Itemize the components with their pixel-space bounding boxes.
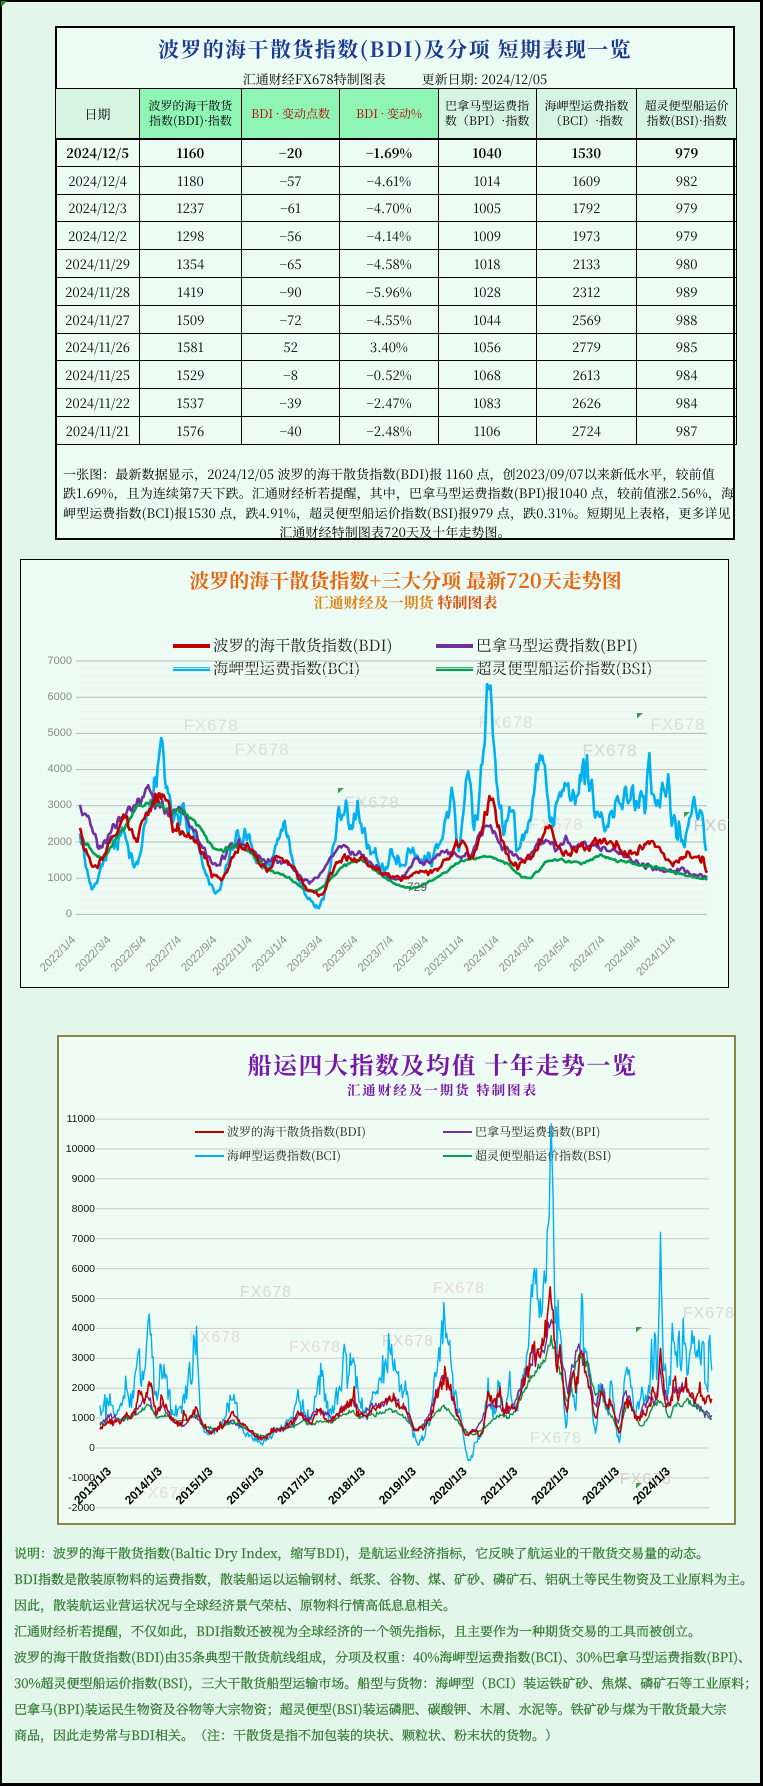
svg-text:2022/1/3: 2022/1/3	[528, 1464, 571, 1507]
svg-text:2023/5/4: 2023/5/4	[321, 934, 362, 975]
svg-text:FX678: FX678	[530, 1430, 582, 1447]
svg-text:2024/11/4: 2024/11/4	[634, 934, 678, 978]
svg-text:FX678: FX678	[234, 740, 289, 759]
svg-text:2023/1/4: 2023/1/4	[250, 934, 291, 975]
svg-text:2020/1/3: 2020/1/3	[427, 1464, 470, 1507]
svg-text:2023/3/4: 2023/3/4	[285, 934, 326, 975]
svg-text:FX678: FX678	[528, 815, 583, 834]
svg-text:FX678: FX678	[620, 1471, 672, 1488]
svg-text:2022/3/4: 2022/3/4	[73, 934, 114, 975]
svg-text:2023/1/3: 2023/1/3	[579, 1464, 622, 1507]
svg-text:2017/1/3: 2017/1/3	[274, 1464, 317, 1507]
svg-text:2021/1/3: 2021/1/3	[478, 1464, 521, 1507]
svg-text:2013/1/3: 2013/1/3	[71, 1464, 114, 1507]
svg-text:2024/1/4: 2024/1/4	[462, 934, 503, 975]
svg-text:FX678: FX678	[137, 1485, 189, 1502]
svg-text:FX678: FX678	[289, 1339, 341, 1356]
svg-text:2022/5/4: 2022/5/4	[109, 934, 150, 975]
svg-text:2018/1/3: 2018/1/3	[325, 1464, 368, 1507]
svg-text:2023/7/4: 2023/7/4	[356, 934, 397, 975]
svg-text:FX678: FX678	[189, 1329, 241, 1346]
svg-text:2022/1/4: 2022/1/4	[38, 934, 79, 975]
svg-text:2016/1/3: 2016/1/3	[224, 1464, 267, 1507]
svg-text:FX678: FX678	[382, 1333, 434, 1350]
svg-text:FX678: FX678	[650, 715, 705, 734]
svg-text:FX678: FX678	[183, 716, 238, 735]
svg-text:FX678: FX678	[582, 741, 637, 760]
svg-text:729: 729	[407, 880, 427, 894]
svg-text:2024/7/4: 2024/7/4	[568, 934, 609, 975]
svg-text:2022/11/4: 2022/11/4	[211, 934, 255, 978]
svg-text:FX678: FX678	[240, 1284, 292, 1301]
svg-text:2024/5/4: 2024/5/4	[532, 934, 573, 975]
svg-text:2023/11/4: 2023/11/4	[423, 934, 467, 978]
svg-text:FX678: FX678	[433, 1280, 485, 1297]
svg-text:2024/3/4: 2024/3/4	[497, 934, 538, 975]
svg-text:FX678: FX678	[683, 1305, 734, 1322]
svg-text:2022/7/4: 2022/7/4	[144, 934, 185, 975]
svg-text:2019/1/3: 2019/1/3	[376, 1464, 419, 1507]
svg-text:FX678: FX678	[344, 793, 399, 812]
